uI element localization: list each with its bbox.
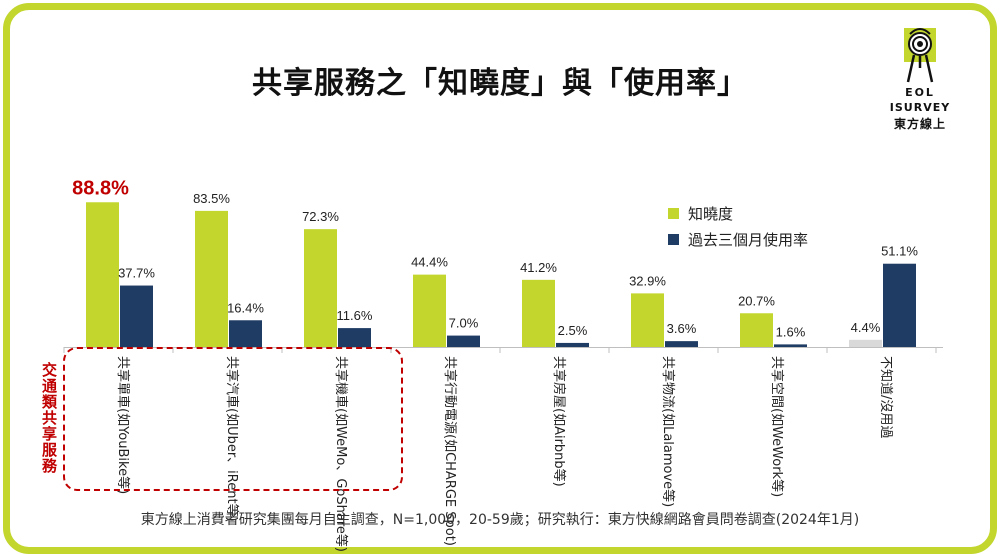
footnote: 東方線上消費者研究集團每月自主調查，N=1,000，20-59歲；研究執行：東方… [140,512,860,528]
usage-bar [883,263,916,347]
category-label: 共享物流(如Lalamove等) [660,356,676,507]
awareness-bar [304,229,337,347]
category-label: 共享汽車(如Uber、iRent等) [224,356,240,522]
awareness-bar [195,210,228,347]
awareness-data-label: 32.9% [629,273,666,288]
usage-bar [120,285,153,347]
legend-label-awareness: 知曉度 [688,204,734,223]
awareness-data-label: 44.4% [411,255,448,270]
usage-data-label: 1.6% [776,324,806,339]
category-label: 共享行動電源(如CHARGE Spot) [442,356,458,546]
category-label: 不知道/沒用過 [878,356,894,438]
awareness-data-label: 72.3% [302,209,339,224]
usage-bar [556,342,589,347]
legend-item-awareness: 知曉度 [668,200,808,226]
legend-swatch-awareness [668,207,679,219]
usage-data-label: 2.5% [558,323,588,338]
awareness-bar [849,339,882,347]
transport-highlight-box [63,347,403,491]
awareness-bar [631,293,664,347]
awareness-data-label: 20.7% [738,293,775,308]
usage-bar [774,344,807,347]
category-label: 共享機車(如WeMo、GoShare等) [333,356,349,552]
usage-data-label: 16.4% [227,300,264,315]
eye-logo-icon [904,28,936,83]
slide-frame [3,3,997,554]
awareness-data-label: 83.5% [193,191,230,206]
awareness-bar [522,279,555,347]
category-label: 共享房屋(如Airbnb等) [551,356,567,487]
usage-bar [229,320,262,347]
legend-swatch-usage [668,233,679,245]
usage-bar [665,341,698,347]
logo-text-company: 東方線上 [893,117,946,131]
awareness-data-label: 41.2% [520,260,557,275]
usage-data-label: 51.1% [881,244,918,259]
chart-legend: 知曉度 過去三個月使用率 [668,200,808,252]
logo-text-isurvey: ISURVEY [889,101,951,114]
category-label: 共享單車(如YouBike等) [115,356,131,494]
awareness-bar [413,274,446,347]
slide-title: 共享服務之「知曉度」與「使用率」 [252,66,748,101]
eol-isurvey-logo: EOL ISURVEY 東方線上 [870,24,970,132]
transport-category-label: 交通類共享服務 [40,362,58,474]
awareness-data-label: 4.4% [851,320,881,335]
usage-data-label: 11.6% [337,308,373,323]
logo-text-eol: EOL [905,86,935,99]
usage-data-label: 3.6% [667,321,697,336]
category-label: 共享空間(如WeWork等) [769,356,785,497]
usage-bar [447,335,480,347]
legend-item-usage: 過去三個月使用率 [668,226,808,252]
awareness-bar [86,202,119,347]
usage-bar [338,328,371,347]
awareness-data-label: 88.8% [72,177,129,199]
awareness-bar [740,313,773,347]
legend-label-usage: 過去三個月使用率 [688,230,809,249]
usage-data-label: 37.7% [118,266,155,281]
usage-data-label: 7.0% [449,316,479,331]
